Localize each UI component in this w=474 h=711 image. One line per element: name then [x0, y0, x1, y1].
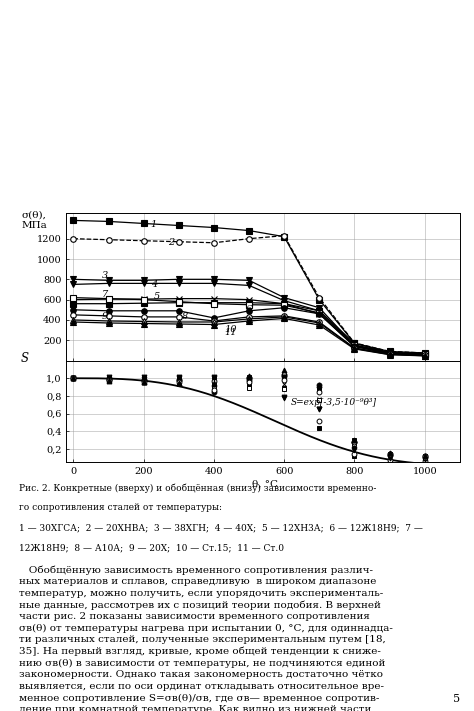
- Text: 4: 4: [151, 280, 157, 289]
- Text: 11: 11: [224, 328, 237, 337]
- Text: 5: 5: [453, 694, 460, 704]
- Text: Обобщённую зависимость временного сопротивления различ-
ных материалов и сплавов: Обобщённую зависимость временного сопрот…: [19, 565, 393, 711]
- Text: 2: 2: [168, 238, 174, 247]
- Text: Рис. 2. Конкретные (вверху) и обобщённая (внизу) зависимости временно-: Рис. 2. Конкретные (вверху) и обобщённая…: [19, 483, 376, 493]
- Text: σ(θ),
МПа: σ(θ), МПа: [21, 210, 47, 230]
- Text: 1 — 30ХГСА;  2 — 20ХНВА;  3 — 38ХГН;  4 — 40Х;  5 — 12ХН3А;  6 — 12Ж18Н9;  7 —: 1 — 30ХГСА; 2 — 20ХНВА; 3 — 38ХГН; 4 — 4…: [19, 523, 423, 533]
- Text: 12Ж18Н9;  8 — А10А;  9 — 20Х;  10 — Ст.15;  11 — Ст.0: 12Ж18Н9; 8 — А10А; 9 — 20Х; 10 — Ст.15; …: [19, 543, 284, 552]
- Text: 9: 9: [101, 312, 108, 321]
- Text: θ, °С: θ, °С: [253, 480, 278, 489]
- Text: S=exp[-3,5·10⁻⁹θ³]: S=exp[-3,5·10⁻⁹θ³]: [291, 397, 377, 407]
- Text: 6: 6: [246, 305, 252, 314]
- Text: го сопротивления сталей от температуры:: го сопротивления сталей от температуры:: [19, 503, 222, 513]
- Text: 10: 10: [224, 325, 237, 333]
- Text: 1: 1: [151, 220, 157, 229]
- Text: 3: 3: [101, 271, 108, 279]
- Text: 8: 8: [182, 312, 189, 321]
- Text: 7: 7: [101, 290, 108, 299]
- Text: 5: 5: [154, 292, 160, 301]
- Text: S: S: [21, 353, 29, 365]
